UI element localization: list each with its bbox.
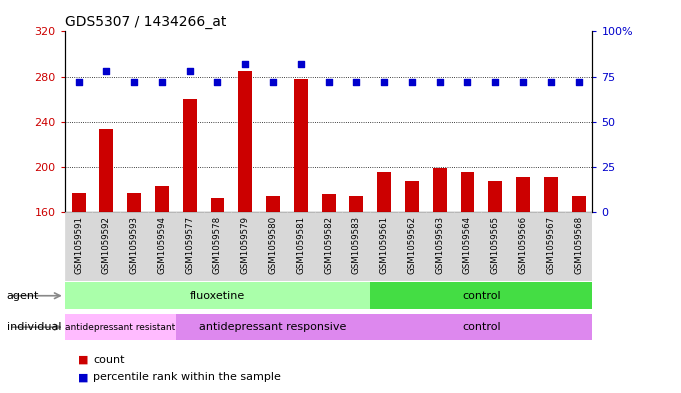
Bar bbox=[65, 283, 370, 309]
Text: GSM1059567: GSM1059567 bbox=[546, 216, 555, 274]
Bar bbox=[565, 212, 592, 281]
Bar bbox=[370, 283, 592, 309]
Text: fluoxetine: fluoxetine bbox=[190, 291, 245, 301]
Text: individual: individual bbox=[7, 322, 61, 332]
Text: GSM1059583: GSM1059583 bbox=[352, 216, 361, 274]
Text: antidepressant resistant: antidepressant resistant bbox=[65, 323, 176, 332]
Bar bbox=[516, 177, 530, 212]
Bar bbox=[93, 212, 121, 281]
Text: ■: ■ bbox=[78, 354, 89, 365]
Bar bbox=[460, 171, 475, 212]
Bar bbox=[287, 212, 315, 281]
Text: agent: agent bbox=[7, 291, 39, 301]
Bar bbox=[266, 196, 280, 212]
Bar bbox=[183, 99, 197, 212]
Bar bbox=[148, 212, 176, 281]
Bar bbox=[176, 314, 370, 340]
Point bbox=[240, 61, 251, 67]
Point bbox=[296, 61, 306, 67]
Text: GSM1059564: GSM1059564 bbox=[463, 216, 472, 274]
Bar bbox=[488, 181, 502, 212]
Bar bbox=[232, 212, 259, 281]
Bar bbox=[321, 194, 336, 212]
Point bbox=[157, 79, 168, 85]
Bar bbox=[432, 168, 447, 212]
Bar bbox=[72, 193, 86, 212]
Text: GSM1059563: GSM1059563 bbox=[435, 216, 444, 274]
Bar bbox=[544, 177, 558, 212]
Text: GSM1059592: GSM1059592 bbox=[102, 216, 111, 274]
Text: control: control bbox=[462, 291, 501, 301]
Bar bbox=[426, 212, 454, 281]
Point bbox=[351, 79, 362, 85]
Text: GSM1059568: GSM1059568 bbox=[574, 216, 583, 274]
Text: control: control bbox=[462, 322, 501, 332]
Bar bbox=[509, 212, 537, 281]
Bar bbox=[370, 212, 398, 281]
Text: GSM1059581: GSM1059581 bbox=[296, 216, 305, 274]
Text: ■: ■ bbox=[78, 372, 89, 382]
Bar bbox=[155, 186, 169, 212]
Text: GSM1059591: GSM1059591 bbox=[74, 216, 83, 274]
Point bbox=[490, 79, 501, 85]
Text: antidepressant responsive: antidepressant responsive bbox=[200, 322, 347, 332]
Text: percentile rank within the sample: percentile rank within the sample bbox=[93, 372, 281, 382]
Text: GSM1059579: GSM1059579 bbox=[241, 216, 250, 274]
Bar bbox=[121, 212, 148, 281]
Bar bbox=[537, 212, 565, 281]
Bar bbox=[377, 171, 391, 212]
Bar bbox=[176, 212, 204, 281]
Point bbox=[462, 79, 473, 85]
Bar bbox=[571, 196, 586, 212]
Bar bbox=[370, 314, 592, 340]
Text: GSM1059594: GSM1059594 bbox=[157, 216, 166, 274]
Bar bbox=[238, 71, 252, 212]
Bar bbox=[315, 212, 343, 281]
Bar bbox=[481, 212, 509, 281]
Text: GSM1059565: GSM1059565 bbox=[491, 216, 500, 274]
Point bbox=[212, 79, 223, 85]
Point bbox=[323, 79, 334, 85]
Bar bbox=[204, 212, 232, 281]
Bar bbox=[99, 129, 113, 212]
Text: GSM1059582: GSM1059582 bbox=[324, 216, 333, 274]
Bar bbox=[405, 181, 419, 212]
Bar bbox=[65, 314, 176, 340]
Point bbox=[268, 79, 279, 85]
Bar bbox=[65, 212, 93, 281]
Bar bbox=[349, 196, 363, 212]
Point bbox=[545, 79, 556, 85]
Text: GSM1059577: GSM1059577 bbox=[185, 216, 194, 274]
Bar bbox=[454, 212, 481, 281]
Text: GSM1059580: GSM1059580 bbox=[268, 216, 278, 274]
Point bbox=[518, 79, 528, 85]
Bar bbox=[127, 193, 141, 212]
Text: count: count bbox=[93, 354, 125, 365]
Bar bbox=[343, 212, 370, 281]
Text: GSM1059562: GSM1059562 bbox=[407, 216, 416, 274]
Bar bbox=[210, 198, 225, 212]
Point bbox=[573, 79, 584, 85]
Point bbox=[407, 79, 417, 85]
Point bbox=[379, 79, 390, 85]
Point bbox=[185, 68, 195, 74]
Text: GSM1059561: GSM1059561 bbox=[379, 216, 389, 274]
Text: GSM1059566: GSM1059566 bbox=[518, 216, 528, 274]
Text: GSM1059578: GSM1059578 bbox=[213, 216, 222, 274]
Point bbox=[101, 68, 112, 74]
Point bbox=[129, 79, 140, 85]
Bar bbox=[259, 212, 287, 281]
Text: GDS5307 / 1434266_at: GDS5307 / 1434266_at bbox=[65, 15, 226, 29]
Point bbox=[73, 79, 84, 85]
Point bbox=[434, 79, 445, 85]
Text: GSM1059593: GSM1059593 bbox=[129, 216, 139, 274]
Bar bbox=[294, 79, 308, 212]
Bar bbox=[398, 212, 426, 281]
